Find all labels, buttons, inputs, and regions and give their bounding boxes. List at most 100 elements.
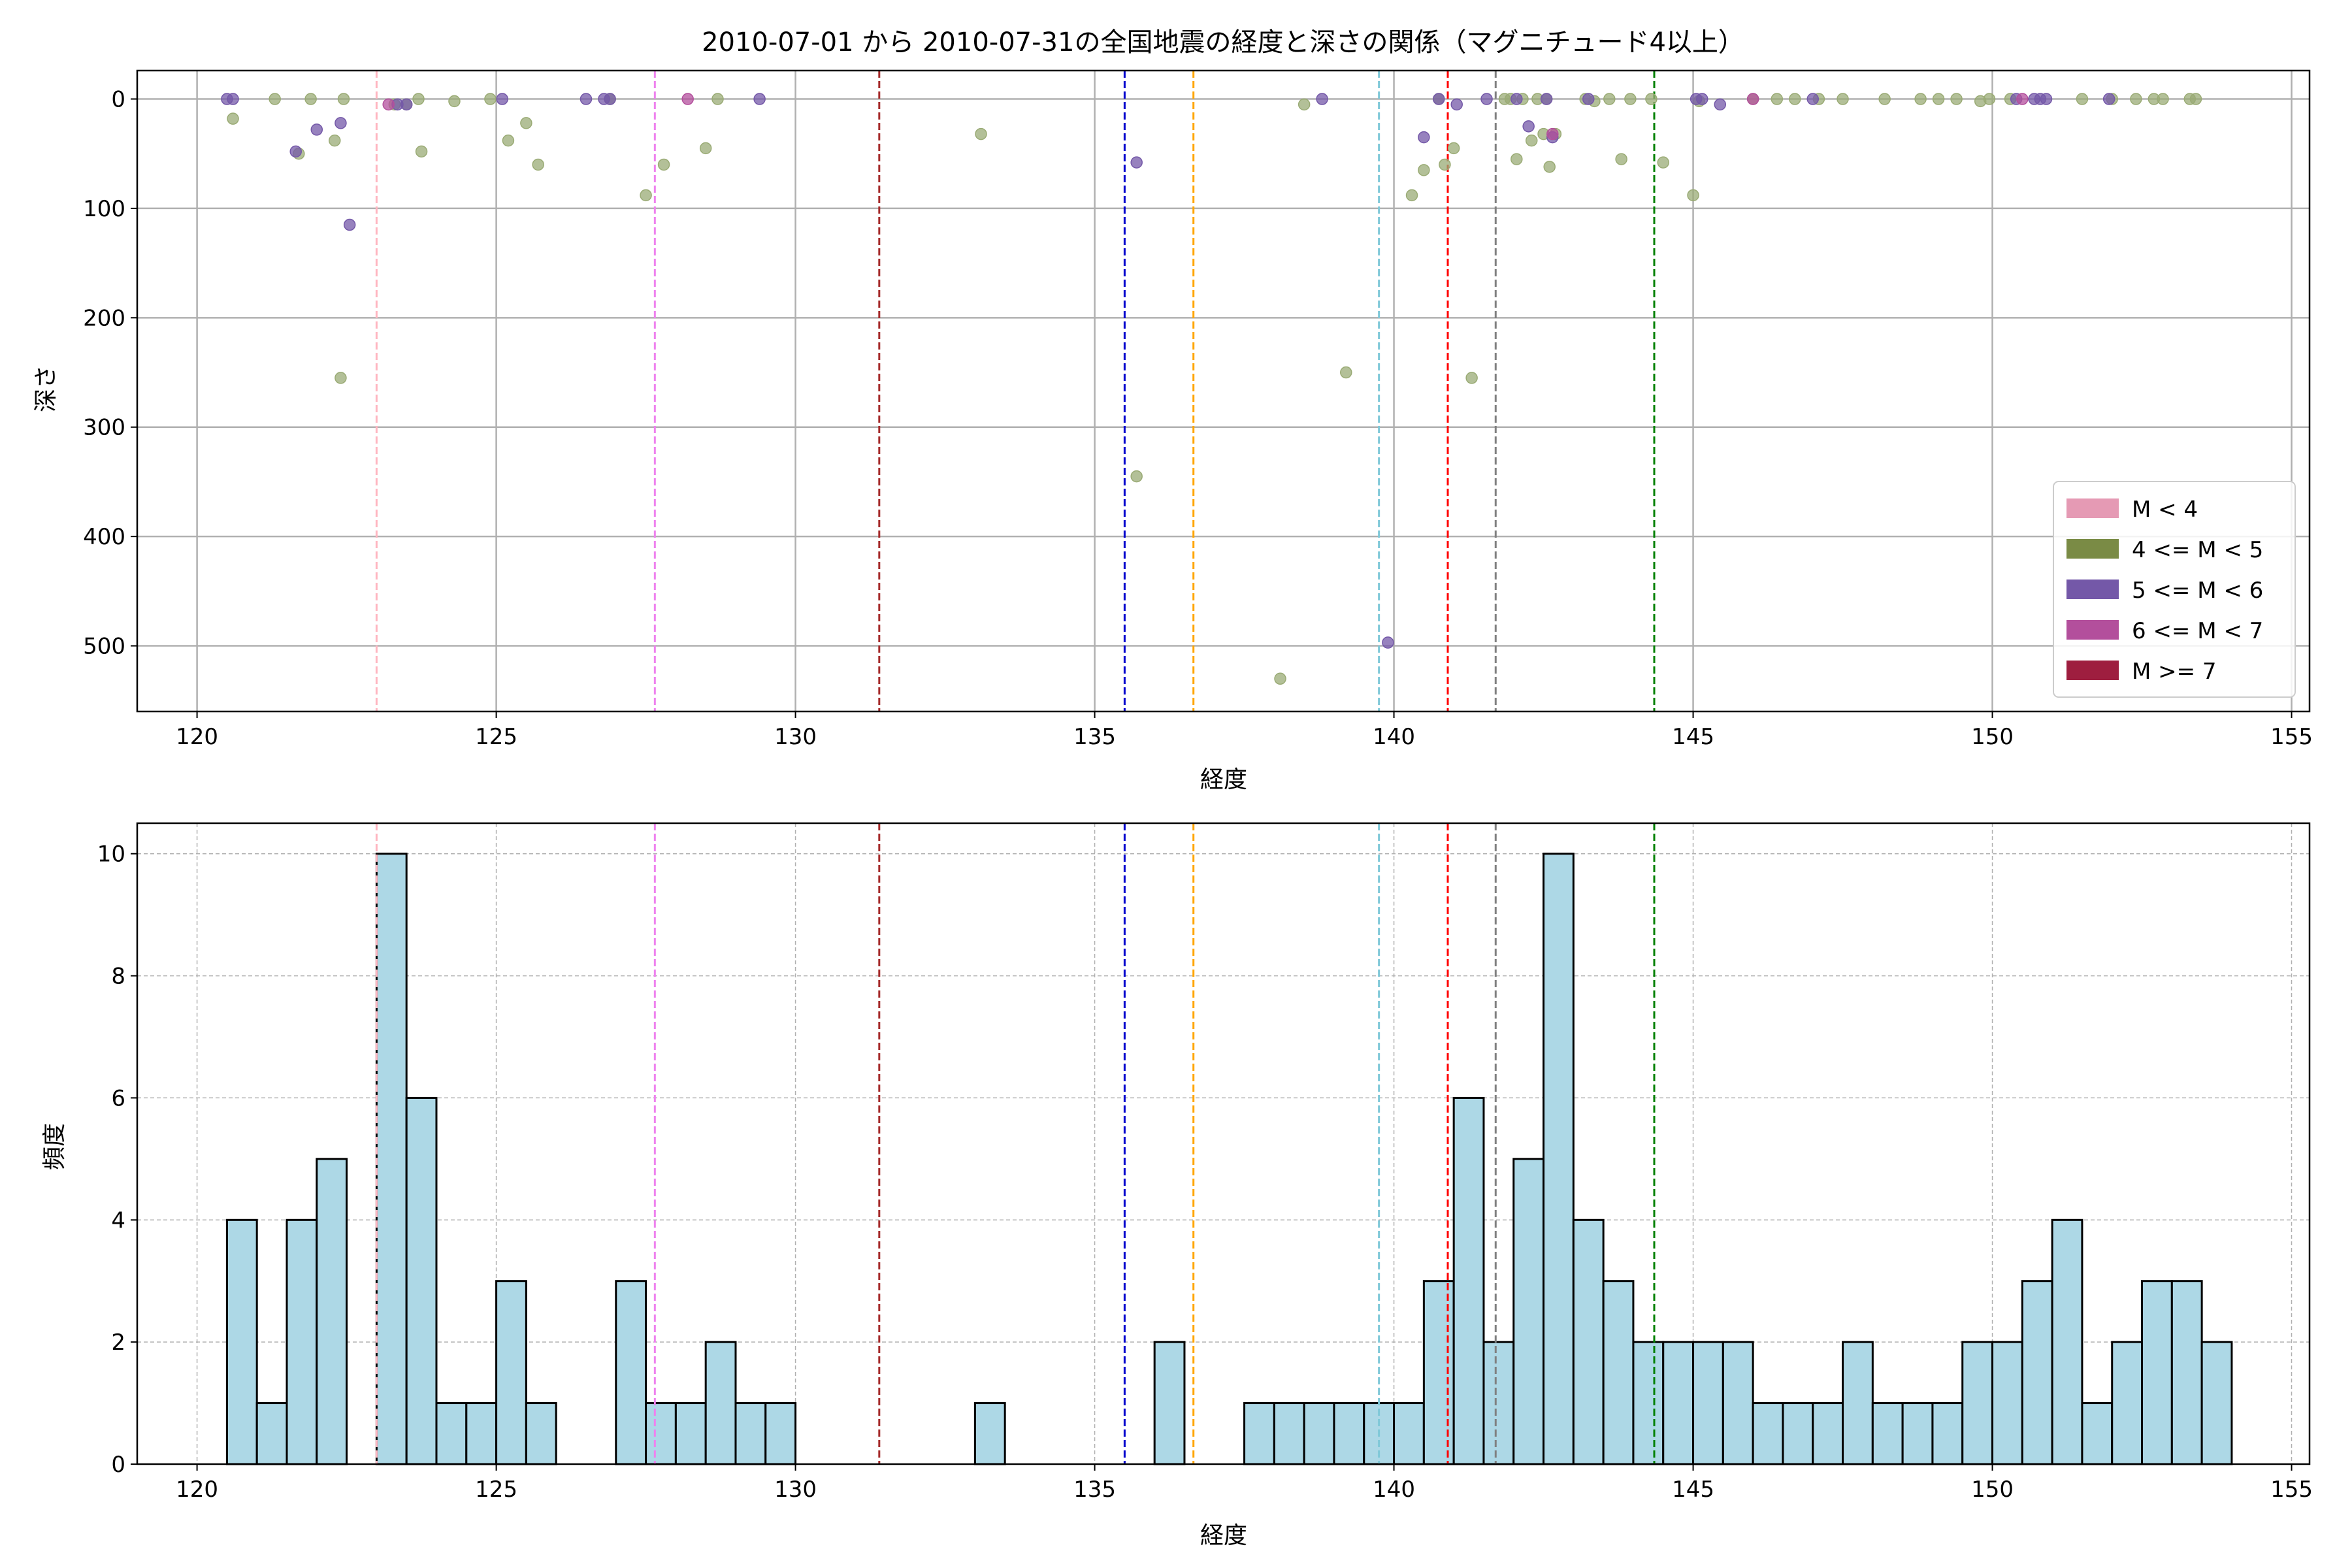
histogram-bar [1871,1402,1904,1465]
histogram-bar [704,1341,737,1465]
scatter-point [1983,93,1996,105]
histogram-bar [973,1402,1006,1465]
scatter-point [1789,93,1801,105]
legend-label: 4 <= M < 5 [2132,537,2263,563]
histogram-bar [1931,1402,1964,1465]
histogram-bar [435,1402,468,1465]
histogram-bar [2021,1280,2053,1465]
scatter-point [681,93,694,105]
scatter-y-tick-label: 100 [83,196,125,222]
scatter-point [329,134,341,147]
scatter-point [580,93,593,105]
scatter-point [1615,153,1627,165]
legend-label: 6 <= M < 7 [2132,618,2263,644]
histogram-bar [1842,1341,1874,1465]
histogram-y-ticks: 0 2 4 6 8 10 [97,841,137,1478]
histogram-bar [615,1280,647,1465]
scatter-point [1714,98,1727,111]
scatter-x-tick-label: 120 [176,724,218,750]
scatter-point [1447,142,1460,155]
scatter-point [2189,93,2202,105]
legend-label: 5 <= M < 6 [2132,578,2263,604]
histogram-bar [495,1280,527,1465]
scatter-y-tick-label: 200 [83,305,125,331]
scatter-point [415,145,428,158]
scatter-point [532,158,544,171]
scatter-grid [137,71,2310,711]
scatter-y-tick-label: 400 [83,524,125,550]
histogram-y-tick-label: 4 [111,1207,125,1233]
histogram-bar [2051,1218,2083,1465]
scatter-x-tick-label: 150 [1971,724,2014,750]
scatter-point [711,93,724,105]
histogram-bar [1543,853,1575,1465]
histogram-bar [1422,1280,1455,1465]
scatter-point [335,372,347,384]
histogram-bar [1662,1341,1695,1465]
scatter-y-ticks: 0 100 200 300 400 500 [83,87,137,660]
histogram-x-tick-label: 135 [1073,1477,1116,1503]
legend-swatch [2066,498,2119,518]
scatter-point [1546,127,1559,140]
scatter-point [496,93,508,105]
scatter-y-tick-label: 300 [83,415,125,441]
scatter-point [2157,93,2169,105]
scatter-point [2102,93,2115,105]
scatter-point [1340,366,1352,379]
scatter-point [343,218,356,231]
scatter-point [975,127,987,140]
scatter-point [604,93,616,105]
scatter-x-tick-label: 140 [1373,724,1415,750]
scatter-point [1298,98,1311,111]
scatter-point [227,93,239,105]
histogram-bar [734,1402,767,1465]
scatter-point [753,93,766,105]
scatter-reference-lines [375,71,1656,711]
histogram-bar [1991,1341,2023,1465]
histogram-bars [225,853,2233,1465]
scatter-point [1418,164,1430,176]
histogram-bar [2141,1280,2173,1465]
scatter-point [1837,93,1849,105]
scatter-point [448,95,461,108]
histogram-bar [645,1402,677,1465]
scatter-point [337,93,350,105]
scatter-point [484,93,497,105]
scatter-point [1522,120,1535,133]
histogram-bar [255,1402,288,1465]
histogram-x-ticks: 120 125 130 135 140 145 150 155 [176,1464,2313,1503]
scatter-point [1130,470,1143,483]
histogram-plot: 120 125 130 135 140 145 150 155 0 2 4 6 8 10 経度 頻度 [41,822,2313,1549]
scatter-point [1465,372,1478,384]
histogram-bar [1722,1341,1754,1465]
histogram-axes-frame [136,822,2311,1465]
legend-label: M < 4 [2132,497,2198,523]
scatter-point [1543,161,1556,173]
scatter-point [310,123,323,136]
scatter-point [1582,93,1595,105]
histogram-y-tick-label: 0 [111,1452,125,1478]
scatter-point [2016,93,2029,105]
scatter-point [335,117,347,129]
scatter-y-tick-label: 0 [111,87,125,113]
histogram-x-tick-label: 145 [1672,1477,1714,1503]
histogram-bar [286,1218,318,1465]
scatter-point [2076,93,2089,105]
histogram-x-tick-label: 125 [475,1477,517,1503]
scatter-x-tick-label: 125 [475,724,517,750]
histogram-bar [1632,1341,1665,1465]
histogram-y-tick-label: 10 [97,841,125,868]
histogram-bar [1782,1402,1814,1465]
histogram-bar [1602,1280,1635,1465]
histogram-x-tick-label: 130 [774,1477,817,1503]
scatter-point [1645,93,1658,105]
scatter-x-tick-label: 155 [2270,724,2313,750]
scatter-axes-frame [136,69,2311,713]
histogram-bar [2111,1341,2144,1465]
histogram-bar [764,1402,797,1465]
scatter-point [1878,93,1891,105]
histogram-bar [465,1402,498,1465]
histogram-x-tick-label: 155 [2270,1477,2313,1503]
scatter-x-tick-label: 135 [1073,724,1116,750]
